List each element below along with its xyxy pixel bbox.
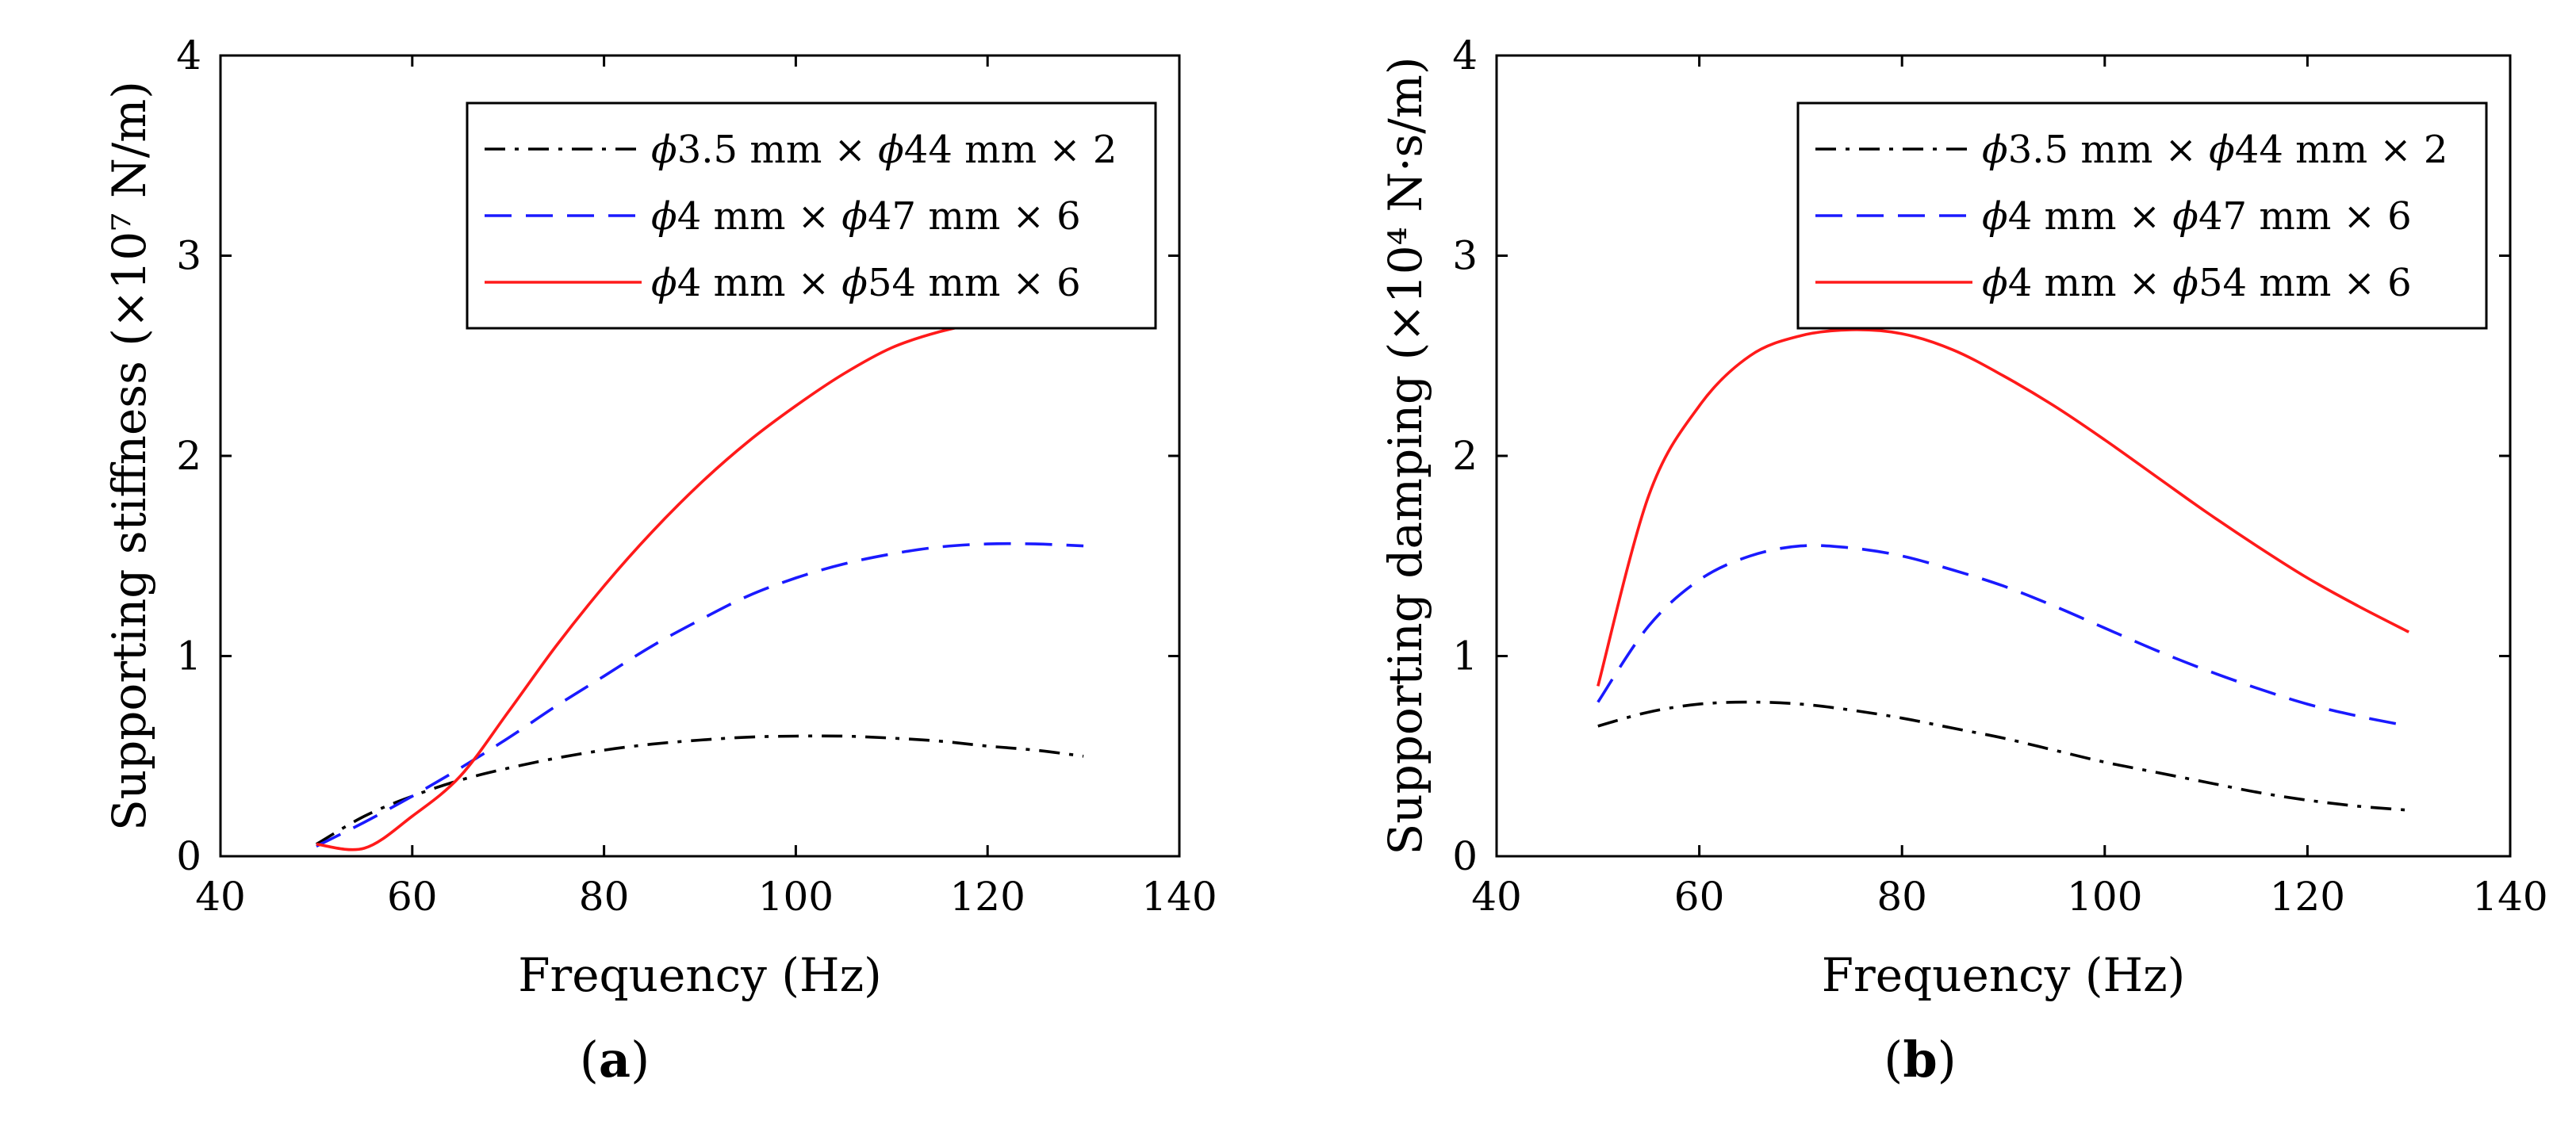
panel-b-y-axis-title: Supporting damping (×10⁴ N·s/m) [1378, 57, 1432, 855]
panel-b-series-line-2 [1597, 544, 2409, 728]
panel-a-y-tick-label: 1 [176, 633, 201, 679]
panel-a-legend: ϕ3.5 mm × ϕ44 mm × 2ϕ4 mm × ϕ47 mm × 6ϕ4… [466, 101, 1157, 330]
panel-a-series-line-3 [316, 313, 1084, 851]
panel-b-series-line-1 [1597, 700, 2409, 812]
phi-symbol: ϕ [651, 128, 677, 172]
panel-a-x-tick-label: 60 [387, 874, 438, 920]
panel-b-y-tick-label: 3 [1452, 233, 1478, 279]
panel-b-legend: ϕ3.5 mm × ϕ44 mm × 2ϕ4 mm × ϕ47 mm × 6ϕ4… [1796, 101, 2488, 330]
legend-text: 47 mm × 6 [2198, 194, 2412, 239]
panel-a-x-tick-label: 40 [195, 874, 246, 920]
panel-b-y-tick-label: 2 [1452, 433, 1478, 479]
panel-b-x-tick-label: 60 [1674, 874, 1725, 920]
panel-b-y-tick-label: 0 [1452, 833, 1478, 879]
panel-b-x-tick-label: 120 [2270, 874, 2345, 920]
panel-a-y-tick-label: 0 [176, 833, 201, 879]
phi-symbol: ϕ [841, 194, 868, 239]
legend-text: 54 mm × 6 [868, 261, 1081, 305]
phi-symbol: ϕ [1982, 261, 2008, 305]
panel-a-series-line-2 [316, 541, 1084, 848]
panel-letter: a [599, 1031, 631, 1089]
panel-a-legend-label-1: ϕ3.5 mm × ϕ44 mm × 2 [651, 128, 1117, 172]
paren-close: ) [1938, 1031, 1957, 1089]
panel-a-x-axis-title: Frequency (Hz) [518, 948, 882, 1002]
legend-text: 4 mm × [677, 194, 842, 239]
panel-b-legend-label-3: ϕ4 mm × ϕ54 mm × 6 [1982, 261, 2412, 305]
panel-a-y-tick-label: 2 [176, 433, 201, 479]
legend-text: 3.5 mm × [677, 128, 878, 172]
phi-symbol: ϕ [651, 194, 677, 239]
paren-open: ( [580, 1031, 599, 1089]
panel-a-series-line-1 [316, 734, 1084, 846]
panel-b-y-tick-label: 1 [1452, 633, 1478, 679]
panel-b-x-tick-label: 40 [1471, 874, 1522, 920]
phi-symbol: ϕ [1982, 128, 2008, 172]
phi-symbol: ϕ [2209, 128, 2235, 172]
paren-close: ) [631, 1031, 650, 1089]
panel-a-legend-label-3: ϕ4 mm × ϕ54 mm × 6 [651, 261, 1081, 305]
legend-text: 3.5 mm × [2008, 128, 2209, 172]
legend-text: 47 mm × 6 [868, 194, 1081, 239]
panel-b-x-tick-label: 140 [2472, 874, 2547, 920]
panel-b-legend-label-1: ϕ3.5 mm × ϕ44 mm × 2 [1982, 128, 2448, 172]
phi-symbol: ϕ [2172, 261, 2198, 305]
phi-symbol: ϕ [1982, 194, 2008, 239]
legend-text: 54 mm × 6 [2198, 261, 2412, 305]
panel-a-y-tick-label: 3 [176, 233, 201, 279]
panel-a-x-tick-label: 140 [1141, 874, 1217, 920]
phi-symbol: ϕ [2172, 194, 2198, 239]
phi-symbol: ϕ [878, 128, 904, 172]
legend-text: 44 mm × 2 [904, 128, 1117, 172]
paren-open: ( [1884, 1031, 1903, 1089]
panel-a-x-tick-label: 120 [949, 874, 1025, 920]
panel-a-x-tick-label: 80 [579, 874, 630, 920]
panel-b-x-tick-label: 80 [1876, 874, 1927, 920]
panel-b-x-axis-title: Frequency (Hz) [1822, 948, 2186, 1002]
panel-b-series-line-3 [1597, 328, 2410, 687]
panel-b-y-tick-label: 4 [1452, 33, 1478, 78]
phi-symbol: ϕ [651, 261, 677, 305]
panel-a-y-tick-label: 4 [176, 33, 201, 78]
phi-symbol: ϕ [841, 261, 868, 305]
panel-a-x-tick-label: 100 [758, 874, 834, 920]
panel-a-group: 40 60 80 100 120 140 0 1 2 3 4 Frequency (Hz) Suppor… [102, 33, 1217, 1089]
panel-b-caption-label: (b) [1884, 1031, 1957, 1089]
panel-letter: b [1903, 1031, 1937, 1089]
legend-text: 4 mm × [677, 261, 842, 305]
panel-b-group: 40 60 80 100 120 140 0 1 2 3 4 Frequency (Hz) Suppor… [1378, 33, 2548, 1089]
legend-text: 4 mm × [2008, 194, 2173, 239]
panel-b-x-tick-label: 100 [2067, 874, 2142, 920]
legend-text: 44 mm × 2 [2235, 128, 2448, 172]
panel-a-legend-label-2: ϕ4 mm × ϕ47 mm × 6 [651, 194, 1081, 239]
panel-a-y-axis-title: Supporting stiffness (×10⁷ N/m) [102, 81, 156, 831]
panel-b-legend-label-2: ϕ4 mm × ϕ47 mm × 6 [1982, 194, 2412, 239]
legend-text: 4 mm × [2008, 261, 2173, 305]
panel-a-caption-label: (a) [580, 1031, 650, 1089]
